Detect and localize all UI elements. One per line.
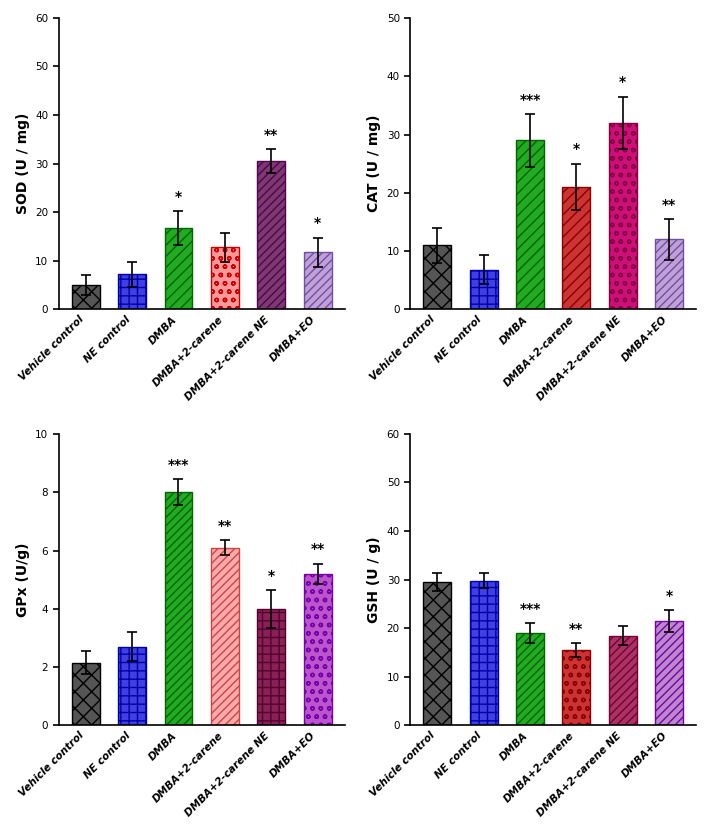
Bar <box>423 245 451 310</box>
Y-axis label: GPx (U/g): GPx (U/g) <box>16 542 30 617</box>
Text: *: * <box>573 142 580 156</box>
Bar <box>72 663 99 726</box>
Text: *: * <box>666 589 673 603</box>
Bar <box>211 247 239 310</box>
Bar <box>257 609 285 726</box>
Bar <box>118 646 146 726</box>
Bar <box>470 270 498 310</box>
Bar <box>516 141 544 310</box>
Bar <box>516 633 544 726</box>
Text: **: ** <box>569 622 584 636</box>
Bar <box>655 621 683 726</box>
Text: *: * <box>619 76 626 89</box>
Y-axis label: GSH (U / g): GSH (U / g) <box>367 537 381 623</box>
Text: *: * <box>175 190 182 204</box>
Bar <box>562 187 590 310</box>
Bar <box>118 275 146 310</box>
Bar <box>257 161 285 310</box>
Bar <box>165 228 192 310</box>
Text: **: ** <box>264 128 278 141</box>
Bar <box>423 582 451 726</box>
Bar <box>304 574 332 726</box>
Bar <box>609 636 637 726</box>
Y-axis label: SOD (U / mg): SOD (U / mg) <box>16 113 30 215</box>
Text: ***: *** <box>519 602 541 617</box>
Y-axis label: CAT (U / mg): CAT (U / mg) <box>367 115 381 212</box>
Bar <box>470 581 498 726</box>
Text: **: ** <box>662 198 677 212</box>
Text: **: ** <box>310 542 324 557</box>
Bar <box>72 285 99 310</box>
Bar <box>165 493 192 726</box>
Bar <box>655 240 683 310</box>
Text: *: * <box>314 216 321 230</box>
Text: ***: *** <box>168 458 189 472</box>
Text: *: * <box>268 568 275 582</box>
Bar <box>211 547 239 726</box>
Bar <box>304 252 332 310</box>
Text: **: ** <box>218 519 232 533</box>
Bar <box>609 123 637 310</box>
Bar <box>562 650 590 726</box>
Text: ***: *** <box>519 93 541 106</box>
